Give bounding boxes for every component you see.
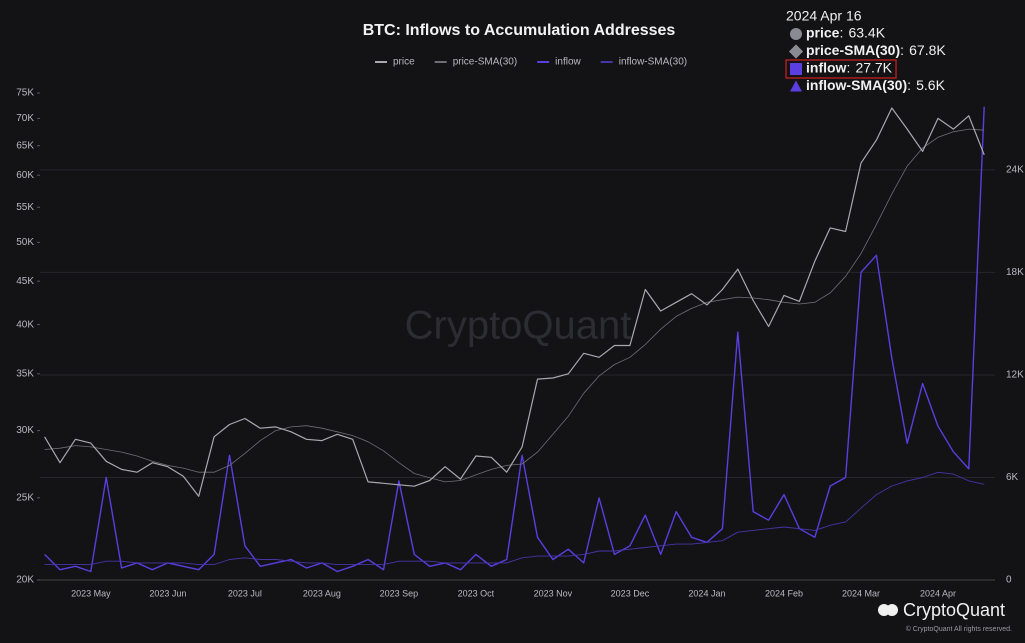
x-tick-label: 2024 Feb xyxy=(765,588,803,598)
legend-label: price xyxy=(393,57,415,68)
y-tick-label: 75K xyxy=(16,88,34,99)
y-tick-label: 50K xyxy=(16,237,34,248)
y-tick-label: 40K xyxy=(16,319,34,330)
legend-label: inflow-SMA(30) xyxy=(619,57,687,68)
tooltip-value: 63.4K xyxy=(848,25,885,41)
tooltip-highlight xyxy=(785,59,897,79)
x-tick-label: 2023 Dec xyxy=(611,588,650,598)
tooltip-sep: : xyxy=(900,42,904,58)
tooltip-label: price-SMA(30) xyxy=(806,42,900,58)
tooltip-label: inflow-SMA(30) xyxy=(806,77,907,93)
tooltip-icon xyxy=(790,28,802,40)
x-tick-label: 2023 Jun xyxy=(149,588,186,598)
tooltip-label: inflow xyxy=(806,60,847,76)
y2-tick-label: 0 xyxy=(1006,575,1012,586)
tooltip-sep: : xyxy=(846,60,850,76)
y-tick-label: 55K xyxy=(16,202,34,213)
series-line xyxy=(44,128,985,483)
y-tick-label: 60K xyxy=(16,170,34,181)
x-tick-label: 2023 Sep xyxy=(380,588,419,598)
y-tick-label: 65K xyxy=(16,140,34,151)
tooltip-date: 2024 Apr 16 xyxy=(786,8,862,24)
tooltip-icon xyxy=(790,63,802,75)
legend-label: inflow xyxy=(555,57,581,68)
series-line xyxy=(44,106,985,573)
x-tick-label: 2024 Mar xyxy=(842,588,880,598)
tooltip-sep: : xyxy=(839,25,843,41)
copyright: © CryptoQuant All rights reserved. xyxy=(906,625,1012,633)
logo: CryptoQuant xyxy=(878,600,1005,620)
x-tick-label: 2024 Jan xyxy=(688,588,725,598)
x-tick-label: 2023 Jul xyxy=(228,588,262,598)
series-line xyxy=(44,107,985,497)
y2-tick-label: 6K xyxy=(1006,472,1019,483)
y-tick-label: 35K xyxy=(16,368,34,379)
tooltip-value: 27.7K xyxy=(855,60,892,76)
chart-title: BTC: Inflows to Accumulation Addresses xyxy=(363,22,676,39)
y2-tick-label: 24K xyxy=(1006,165,1024,176)
y-tick-label: 70K xyxy=(16,113,34,124)
y-tick-label: 45K xyxy=(16,276,34,287)
tooltip-label: price xyxy=(806,25,840,41)
y-tick-label: 25K xyxy=(16,492,34,503)
y-tick-label: 30K xyxy=(16,425,34,436)
x-tick-label: 2023 Aug xyxy=(303,588,341,598)
x-tick-label: 2024 Apr xyxy=(920,588,956,598)
tooltip-value: 5.6K xyxy=(916,77,945,93)
x-tick-label: 2023 Oct xyxy=(458,588,495,598)
watermark: CryptoQuant xyxy=(405,304,632,348)
tooltip-icon xyxy=(788,44,804,59)
tooltip-sep: : xyxy=(907,77,911,93)
tooltip-icon xyxy=(790,80,802,92)
y2-tick-label: 18K xyxy=(1006,267,1024,278)
brand: CryptoQuant xyxy=(903,600,1005,620)
y-tick-label: 20K xyxy=(16,575,34,586)
x-tick-label: 2023 May xyxy=(71,588,111,598)
y2-tick-label: 12K xyxy=(1006,370,1024,381)
x-tick-label: 2023 Nov xyxy=(534,588,573,598)
legend-label: price-SMA(30) xyxy=(453,57,517,68)
series-line xyxy=(44,471,985,566)
tooltip-value: 67.8K xyxy=(909,42,946,58)
